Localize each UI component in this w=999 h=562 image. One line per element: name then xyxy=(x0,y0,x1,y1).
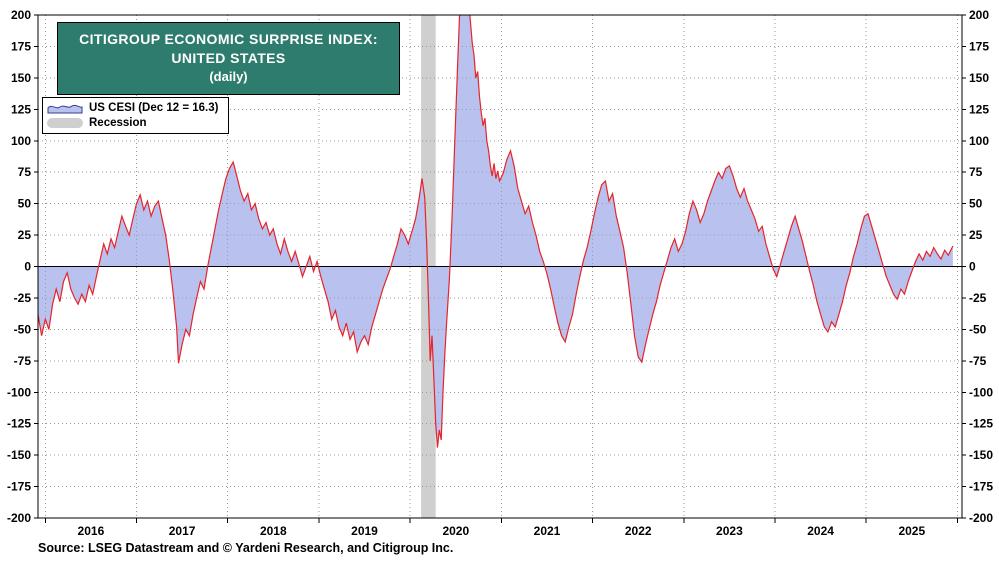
y-tick-label-left: -150 xyxy=(7,448,31,462)
y-tick-label-right: -75 xyxy=(969,354,987,368)
y-tick-label-right: -150 xyxy=(969,448,993,462)
title-line-2: UNITED STATES xyxy=(171,50,286,66)
y-tick-label-left: 175 xyxy=(11,39,31,53)
y-tick-label-left: -125 xyxy=(7,417,31,431)
y-tick-label-left: -50 xyxy=(14,322,32,336)
x-tick-label: 2017 xyxy=(169,524,196,538)
y-tick-label-right: -25 xyxy=(969,291,987,305)
y-tick-label-right: 75 xyxy=(969,165,983,179)
x-tick-label: 2019 xyxy=(351,524,378,538)
x-tick-label: 2024 xyxy=(807,524,834,538)
plot-border xyxy=(37,14,963,519)
legend: US CESI (Dec 12 = 16.3) Recession xyxy=(42,97,230,134)
x-tick-label: 2020 xyxy=(442,524,469,538)
y-tick-label-left: 75 xyxy=(18,165,32,179)
y-tick-label-right: 200 xyxy=(969,8,989,22)
legend-label-recession: Recession xyxy=(89,117,147,129)
y-tick-label-left: -25 xyxy=(14,291,32,305)
y-tick-label-left: 200 xyxy=(11,8,31,22)
title-line-1: CITIGROUP ECONOMIC SURPRISE INDEX: xyxy=(79,31,378,47)
y-tick-label-left: -75 xyxy=(14,354,32,368)
x-tick-label: 2023 xyxy=(716,524,743,538)
y-tick-label-left: 150 xyxy=(11,71,31,85)
title-line-3: (daily) xyxy=(209,69,248,84)
y-tick-label-left: 0 xyxy=(24,260,31,274)
source-note: Source: LSEG Datastream and © Yardeni Re… xyxy=(38,541,454,555)
y-tick-label-right: -175 xyxy=(969,480,993,494)
legend-label-cesi: US CESI (Dec 12 = 16.3) xyxy=(89,102,219,114)
y-tick-label-right: 175 xyxy=(969,39,989,53)
legend-item-cesi: US CESI (Dec 12 = 16.3) xyxy=(47,101,218,115)
y-tick-label-right: -125 xyxy=(969,417,993,431)
y-tick-label-left: 25 xyxy=(18,228,32,242)
y-tick-label-right: 150 xyxy=(969,71,989,85)
y-tick-label-right: -100 xyxy=(969,385,993,399)
y-tick-label-left: -100 xyxy=(7,385,31,399)
y-tick-label-right: 100 xyxy=(969,134,989,148)
y-tick-label-right: 25 xyxy=(969,228,983,242)
y-tick-label-right: 125 xyxy=(969,102,989,116)
y-tick-label-left: -175 xyxy=(7,480,31,494)
area-swatch-path xyxy=(47,104,83,114)
y-tick-label-left: 100 xyxy=(11,134,31,148)
y-tick-label-left: -200 xyxy=(7,511,31,525)
area-swatch-icon xyxy=(47,104,83,114)
y-tick-label-right: 50 xyxy=(969,197,983,211)
x-tick-label: 2022 xyxy=(625,524,652,538)
y-tick-label-right: 0 xyxy=(969,260,976,274)
recession-swatch-icon xyxy=(47,118,83,128)
y-tick-label-left: 50 xyxy=(18,197,32,211)
y-tick-label-right: -50 xyxy=(969,322,987,336)
chart-title-box: CITIGROUP ECONOMIC SURPRISE INDEX: UNITE… xyxy=(57,22,400,95)
y-tick-label-right: -200 xyxy=(969,511,993,525)
cesi-area xyxy=(38,15,953,448)
x-tick-label: 2025 xyxy=(898,524,925,538)
x-tick-label: 2018 xyxy=(260,524,287,538)
x-tick-label: 2016 xyxy=(78,524,105,538)
y-tick-label-left: 125 xyxy=(11,102,31,116)
legend-item-recession: Recession xyxy=(47,116,218,130)
cesi-line xyxy=(38,15,954,448)
x-tick-label: 2021 xyxy=(534,524,561,538)
